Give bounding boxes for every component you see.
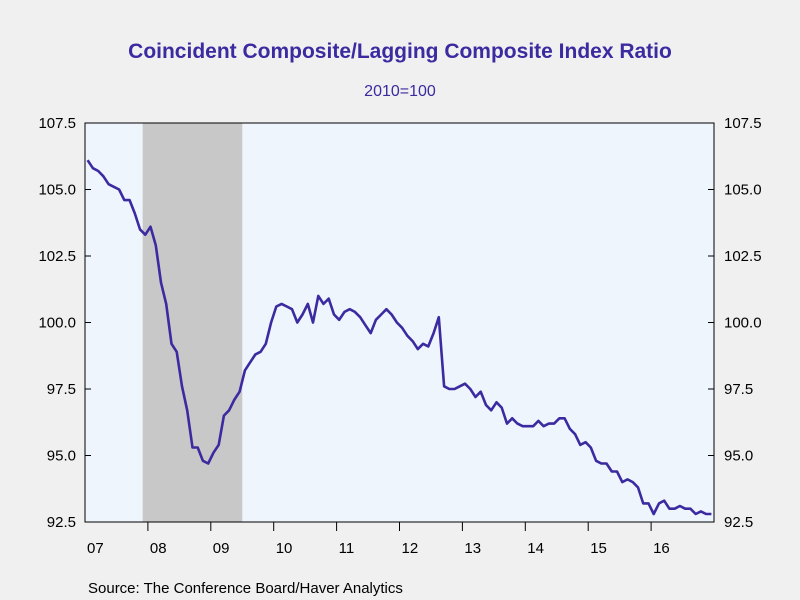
x-tick-label: 16: [653, 540, 670, 557]
y-tick-label-left: 102.5: [38, 248, 76, 265]
series-line-0: [86, 159, 712, 516]
y-tick-label-right: 107.5: [724, 115, 762, 132]
chart-subtitle: 2010=100: [364, 83, 436, 100]
x-tick-label: 15: [590, 540, 607, 557]
y-tick-label-left: 105.0: [38, 182, 76, 199]
x-tick-label: 10: [276, 540, 293, 557]
x-tick-label: 14: [527, 540, 544, 557]
y-tick-label-right: 102.5: [724, 248, 762, 265]
chart-title: Coincident Composite/Lagging Composite I…: [128, 40, 672, 63]
x-tick-label: 11: [339, 540, 355, 557]
x-tick-label: 12: [402, 540, 419, 557]
y-tick-label-left: 95.0: [47, 448, 76, 465]
x-tick-label: 13: [464, 540, 481, 557]
x-tick-label: 09: [213, 540, 230, 557]
y-tick-label-right: 100.0: [724, 315, 762, 332]
plot-area: [85, 123, 714, 522]
x-tick-label: 08: [150, 540, 167, 557]
y-tick-label-right: 95.0: [724, 448, 753, 465]
x-tick-label: 07: [87, 540, 104, 557]
axes: 107.5 107.5 105.0 105.0 102.5 102.5 100.0 100.0…: [38, 115, 761, 557]
y-tick-label-left: 92.5: [47, 514, 76, 531]
y-tick-label-right: 92.5: [724, 514, 753, 531]
source-note: Source: The Conference Board/Haver Analy…: [88, 580, 403, 597]
y-tick-label-right: 105.0: [724, 182, 762, 199]
recession-shading: [142, 123, 243, 522]
y-tick-label-left: 107.5: [38, 115, 76, 132]
y-tick-label-left: 97.5: [47, 381, 76, 398]
y-tick-label-left: 100.0: [38, 315, 76, 332]
y-tick-label-right: 97.5: [724, 381, 753, 398]
